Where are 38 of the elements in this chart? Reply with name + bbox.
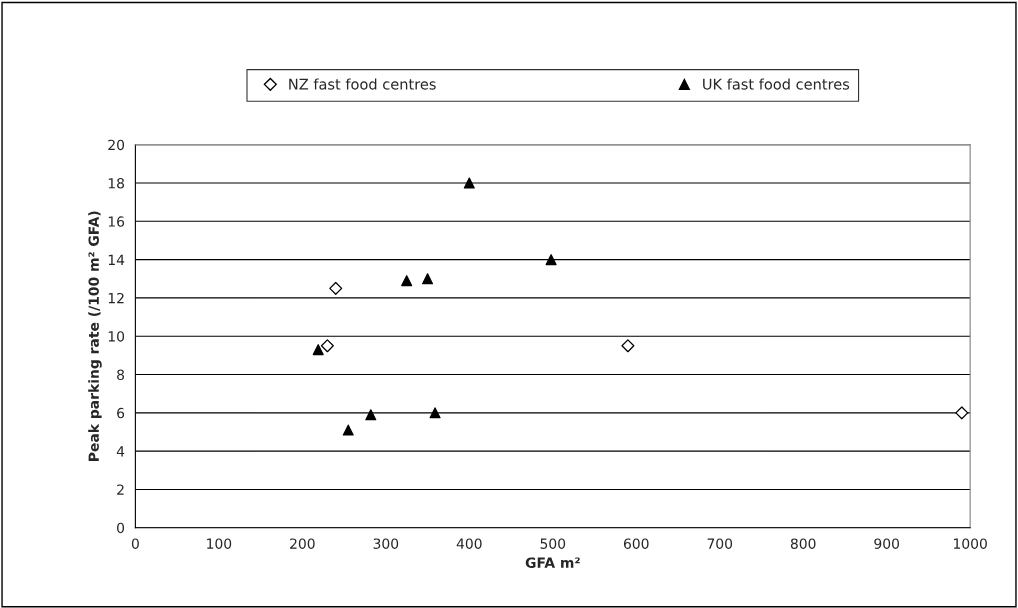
x-tick-label: 700 [707,538,733,549]
y-tick-label: 20 [108,139,125,151]
legend-label: NZ fast food centres [289,78,436,90]
point [365,409,377,421]
point [320,339,334,353]
y-tick-label: 4 [116,446,125,457]
point [545,254,557,266]
x-tick-label: 800 [790,538,816,549]
x-tick-label: 600 [623,538,649,549]
x-tick-label: 900 [874,538,900,549]
point [342,424,354,436]
x-axis-title: GFA m² [525,557,580,568]
point [312,344,324,356]
y-axis-title: Peak parking rate (/100 m² GFA) [88,211,102,461]
y-tick-label: 18 [108,177,125,189]
y-tick-label: 16 [108,216,125,227]
point [621,339,635,353]
x-tick-label: 400 [456,538,482,549]
y-tick-label: 6 [117,407,125,419]
y-tick-label: 14 [108,254,125,265]
x-tick-label: 0 [131,538,139,549]
x-tick-label: 100 [207,538,232,549]
point [429,407,441,419]
x-tick-label: 500 [540,538,566,549]
point [401,275,413,287]
y-tick-label: 2 [117,484,124,495]
y-tick-label: 12 [108,292,124,304]
point [329,281,343,295]
x-tick-label: 200 [290,538,315,549]
point [955,406,969,420]
legend-label: UK fast food centres [703,78,850,90]
y-tick-label: 10 [108,331,125,342]
x-tick-label: 1000 [954,538,987,549]
y-tick-label: 0 [117,522,125,534]
point [463,177,475,189]
point [422,273,434,285]
y-tick-label: 8 [117,369,125,380]
x-tick-label: 300 [373,538,399,549]
